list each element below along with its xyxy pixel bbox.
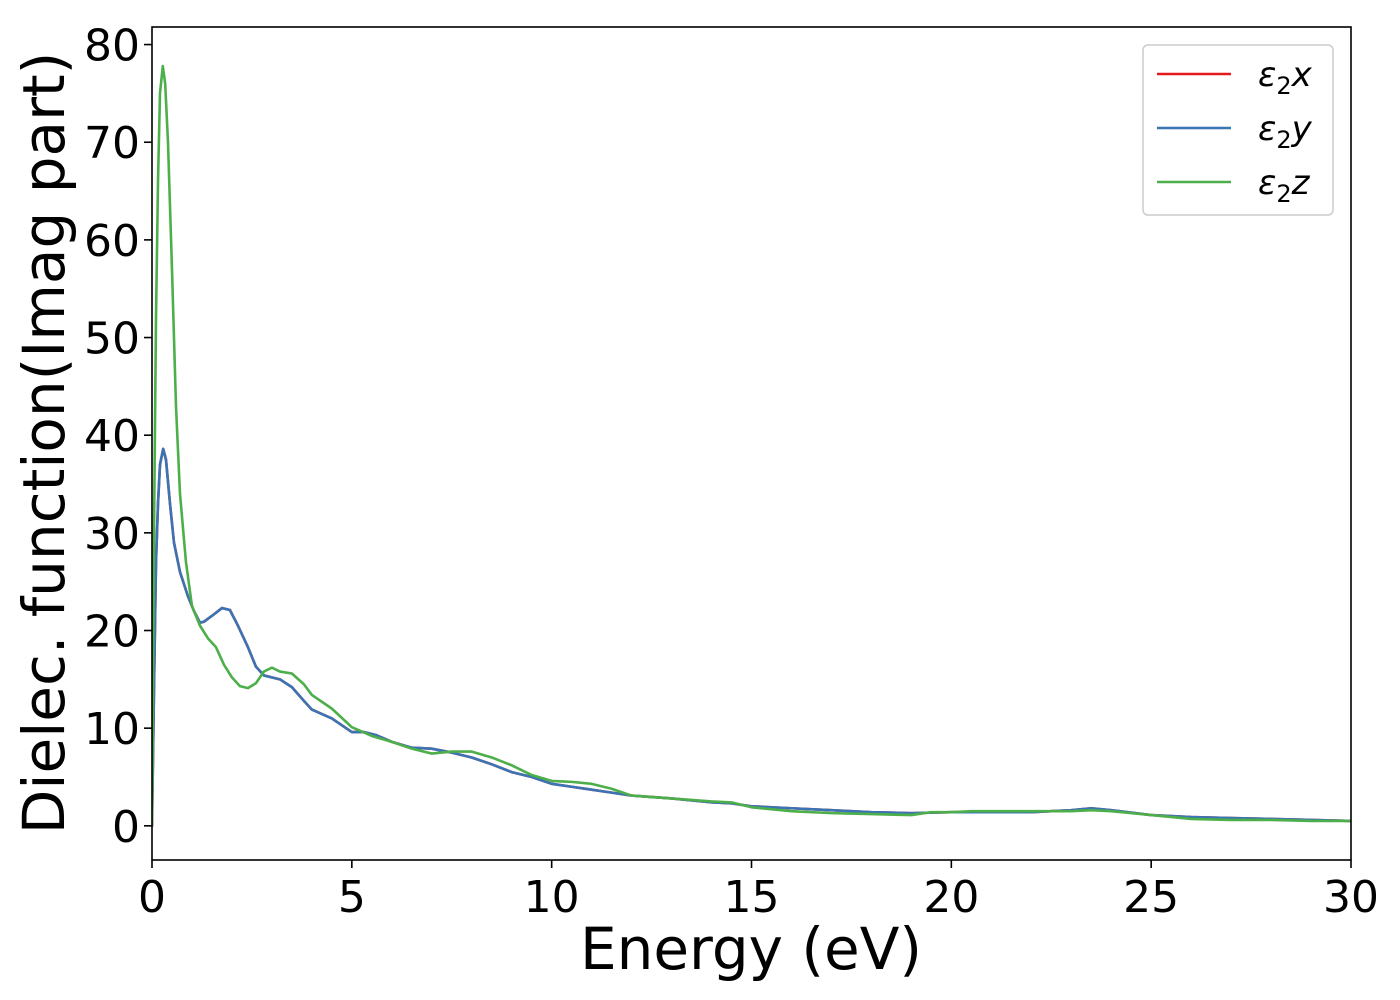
y-axis-label: Dielec. function(Imag part) — [10, 52, 78, 835]
series-layer — [152, 64, 1351, 828]
x-axis-label: Energy (eV) — [580, 915, 922, 983]
legend-label-y: ε2y — [1258, 109, 1313, 154]
y-tick-label: 40 — [84, 411, 140, 462]
y-tick-label: 10 — [84, 704, 140, 755]
y-tick-label: 50 — [84, 314, 140, 365]
x-tick-label: 15 — [724, 872, 780, 923]
series-line-z — [152, 64, 1351, 828]
x-tick-label: 0 — [138, 872, 166, 923]
series-line-x — [152, 447, 1351, 828]
x-axis: 0 5 10 15 20 25 30 — [138, 860, 1379, 923]
x-tick-label: 5 — [338, 872, 366, 923]
x-tick-label: 10 — [524, 872, 580, 923]
x-tick-label: 20 — [923, 872, 979, 923]
legend-box — [1142, 44, 1334, 216]
legend-label-z: ε2z — [1258, 163, 1311, 208]
x-tick-label: 25 — [1123, 872, 1179, 923]
y-tick-label: 80 — [84, 21, 140, 72]
series-line-y — [152, 447, 1351, 828]
x-tick-label: 30 — [1323, 872, 1379, 923]
y-axis: 0 10 20 30 40 50 60 70 80 — [84, 21, 152, 853]
legend: ε2x ε2y ε2z — [1142, 44, 1334, 216]
legend-label-x: ε2x — [1258, 55, 1313, 100]
y-tick-label: 60 — [84, 216, 140, 267]
y-tick-label: 20 — [84, 607, 140, 658]
y-tick-label: 70 — [84, 118, 140, 169]
y-tick-label: 30 — [84, 509, 140, 560]
y-tick-label: 0 — [112, 802, 140, 853]
